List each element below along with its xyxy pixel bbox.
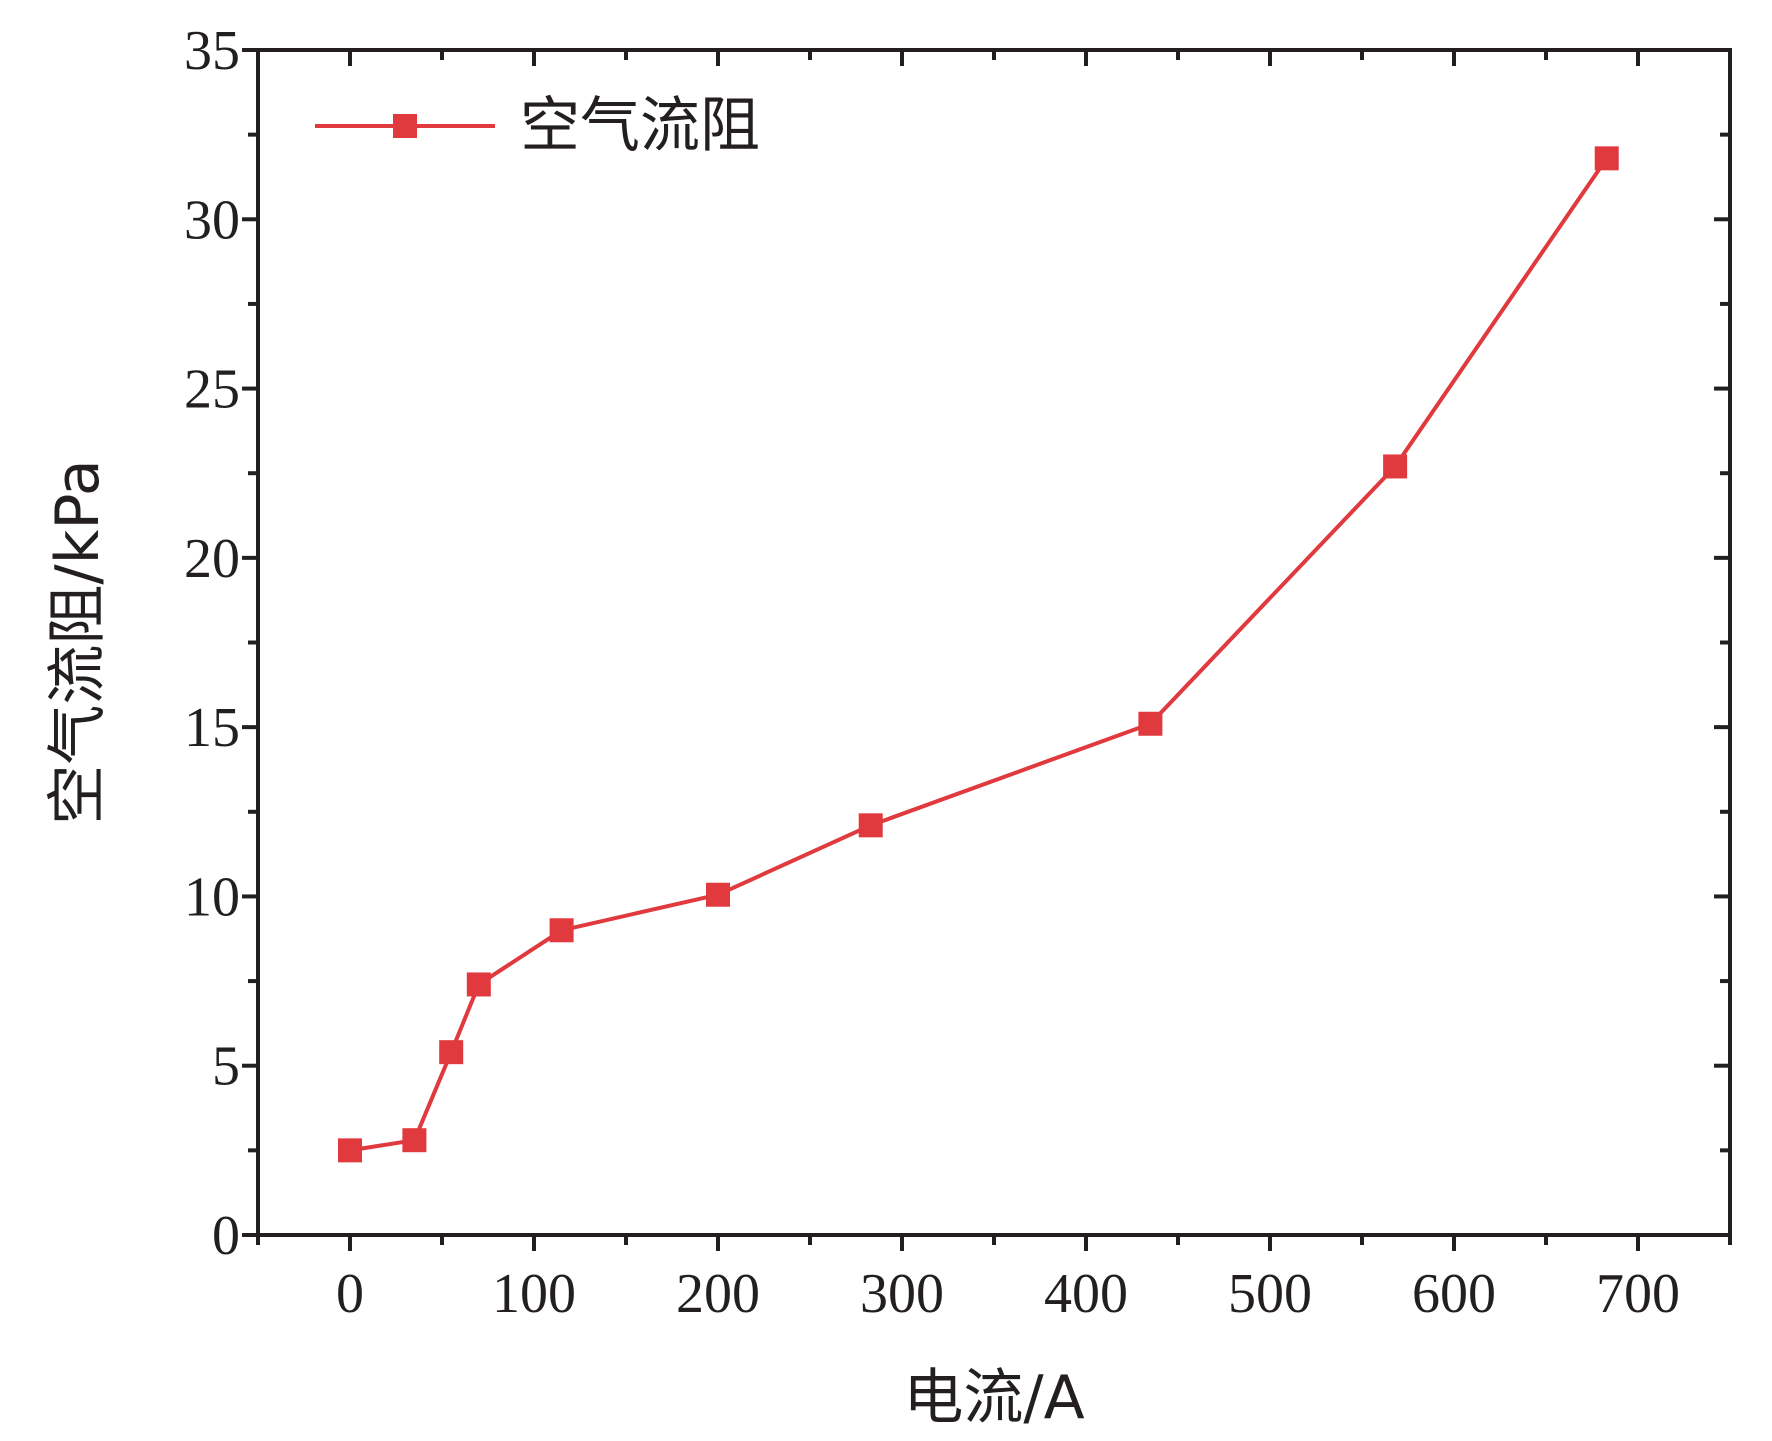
y-tick-label: 20 [184, 528, 240, 590]
x-tick-label: 500 [1228, 1263, 1312, 1325]
x-tick-labels: 0 100 200 300 400 500 600 700 [336, 1263, 1680, 1325]
axis-ticks [242, 48, 1732, 1251]
data-point [706, 882, 730, 907]
data-point [858, 813, 883, 838]
y-tick-label: 0 [212, 1205, 240, 1267]
y-tick-label: 35 [184, 20, 240, 82]
y-axis-title: 空气流阻/kPa [43, 459, 113, 824]
x-tick-label: 0 [336, 1263, 364, 1325]
y-tick-label: 10 [184, 866, 240, 928]
legend-label: 空气流阻 [520, 91, 760, 161]
data-point [402, 1128, 427, 1153]
series-group [338, 146, 1619, 1163]
data-point [1138, 711, 1163, 736]
data-point [338, 1138, 362, 1163]
x-tick-label: 700 [1596, 1263, 1680, 1325]
y-tick-labels: 0 5 10 15 20 25 30 35 [184, 20, 240, 1267]
y-tick-label: 5 [212, 1036, 240, 1098]
x-tick-label: 600 [1412, 1263, 1496, 1325]
x-tick-label: 100 [492, 1263, 576, 1325]
plot-frame [256, 48, 1732, 1237]
legend: 空气流阻 [315, 91, 760, 161]
x-tick-label: 200 [676, 1263, 760, 1325]
series-line [349, 157, 1609, 1153]
data-point [1594, 146, 1619, 171]
x-tick-label: 300 [860, 1263, 944, 1325]
y-tick-label: 25 [184, 359, 240, 421]
y-tick-label: 15 [184, 697, 240, 759]
x-tick-label: 400 [1044, 1263, 1128, 1325]
data-point [1383, 454, 1408, 479]
y-tick-label: 30 [184, 189, 240, 251]
data-point [439, 1040, 464, 1065]
legend-marker [393, 114, 417, 138]
data-point [466, 972, 491, 997]
data-point [549, 918, 574, 943]
x-axis-title: 电流/A [903, 1363, 1084, 1433]
